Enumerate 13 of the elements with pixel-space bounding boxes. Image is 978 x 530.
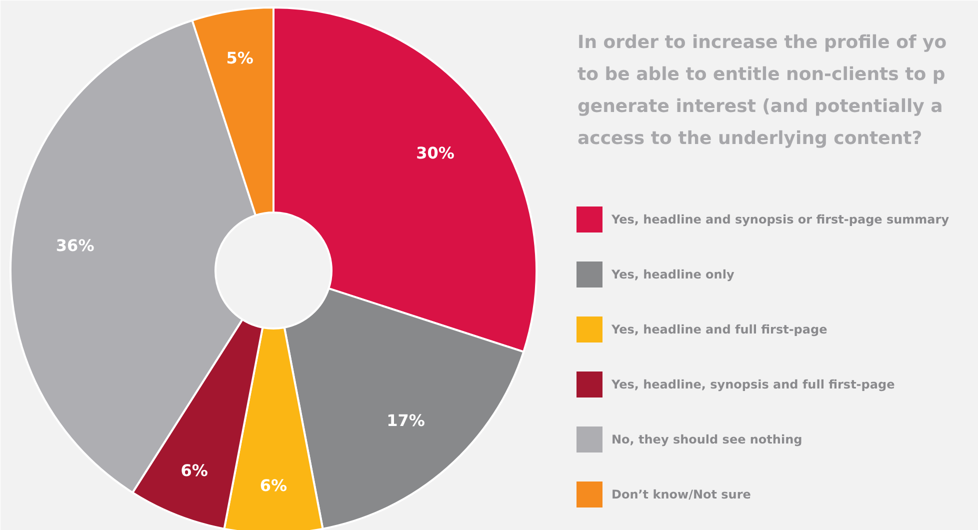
data-label: 17%	[386, 411, 425, 430]
legend-label: Yes, headline, synopsis and full first-page	[610, 378, 895, 392]
legend-label: Yes, headline and full first-page	[610, 322, 828, 336]
legend-label: Yes, headline and synopsis or first-page summary	[610, 212, 950, 226]
text: In order to increase the profile of yo to be able to entitle non-clients to p generate interest (and potentially a access to the underlying content?	[578, 32, 947, 149]
data-label: 6%	[180, 460, 208, 480]
data-label: 5%	[226, 48, 254, 68]
data-label: 6%	[260, 476, 288, 495]
data-label: 30%	[416, 143, 454, 162]
legend-label: No, they should see nothing	[612, 432, 802, 446]
data-label: 36%	[56, 236, 94, 255]
legend-label: Yes, headline only	[610, 268, 734, 282]
legend-label: Don’t know/Not sure	[612, 488, 751, 502]
